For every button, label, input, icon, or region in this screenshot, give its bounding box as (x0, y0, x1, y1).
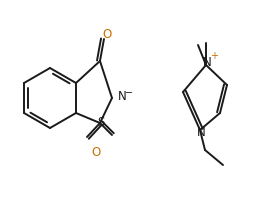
Text: N: N (117, 89, 126, 102)
Text: +: + (210, 51, 218, 61)
Text: O: O (102, 28, 112, 41)
Text: −: − (125, 88, 133, 98)
Text: N: N (197, 126, 205, 139)
Text: O: O (91, 146, 101, 159)
Text: S: S (97, 116, 105, 129)
Text: N: N (203, 55, 211, 68)
